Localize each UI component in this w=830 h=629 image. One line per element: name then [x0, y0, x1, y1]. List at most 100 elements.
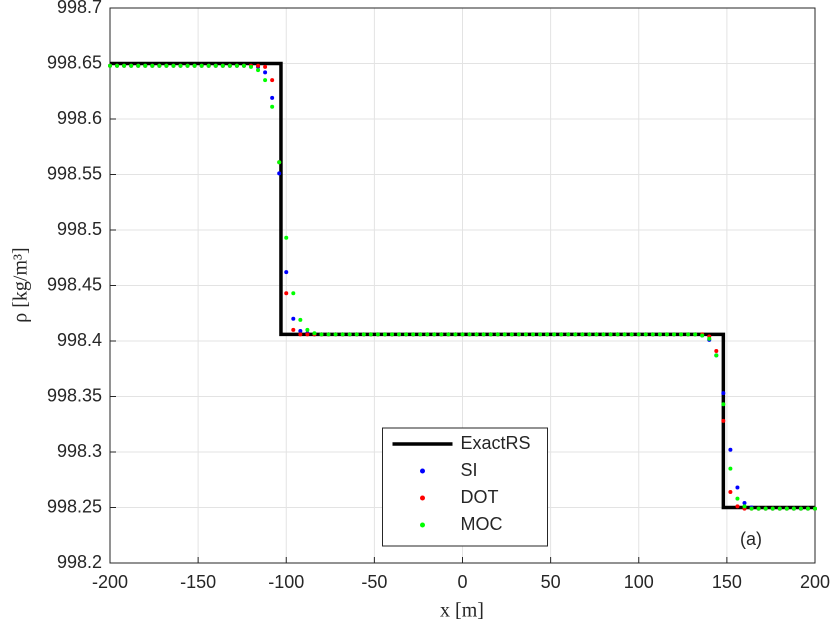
x-tick-label: -50 — [361, 572, 387, 592]
data-point — [108, 63, 112, 68]
data-point — [270, 78, 275, 83]
data-point — [249, 64, 253, 69]
data-point — [735, 504, 740, 509]
data-point — [523, 332, 528, 337]
data-point — [263, 64, 268, 69]
y-tick-label: 998.55 — [47, 163, 102, 183]
data-point — [608, 332, 613, 337]
y-tick-label: 998.3 — [57, 441, 102, 461]
data-point — [707, 336, 712, 341]
data-point — [481, 332, 486, 337]
data-point — [693, 332, 698, 337]
data-point — [178, 63, 183, 68]
data-point — [587, 332, 592, 337]
data-point — [798, 506, 803, 511]
data-point — [270, 104, 275, 109]
data-point — [721, 402, 726, 407]
data-point — [502, 332, 507, 337]
data-point — [291, 327, 296, 332]
data-point — [488, 332, 493, 337]
x-tick-label: -200 — [92, 572, 128, 592]
data-point — [545, 332, 550, 337]
data-point — [813, 506, 817, 511]
data-point — [397, 332, 402, 337]
data-point — [206, 63, 211, 68]
plot-frame — [109, 7, 816, 564]
data-point — [629, 332, 634, 337]
data-point — [636, 332, 641, 337]
data-point — [256, 68, 261, 73]
data-point — [714, 353, 719, 358]
data-point — [164, 63, 169, 68]
data-point — [368, 332, 373, 337]
data-point — [700, 333, 705, 338]
legend-marker — [420, 522, 425, 528]
data-point — [643, 332, 648, 337]
data-point — [115, 63, 120, 68]
data-point — [735, 485, 740, 490]
data-point — [354, 332, 359, 337]
data-point — [446, 332, 451, 337]
data-point — [263, 70, 268, 75]
data-point — [474, 332, 479, 337]
y-tick-label: 998.35 — [47, 385, 102, 405]
data-point — [763, 506, 768, 511]
data-point — [340, 332, 345, 337]
data-point — [143, 63, 148, 68]
data-point — [382, 332, 387, 337]
data-point — [284, 291, 289, 296]
data-point — [679, 332, 684, 337]
data-point — [777, 506, 782, 511]
data-point — [509, 332, 514, 337]
data-point — [319, 332, 324, 337]
data-point — [721, 418, 726, 423]
data-point — [234, 63, 239, 68]
data-point — [805, 506, 810, 511]
x-tick-label: 200 — [800, 572, 830, 592]
data-point — [122, 63, 127, 68]
data-point — [672, 332, 676, 337]
data-point — [538, 332, 543, 337]
data-point — [347, 332, 352, 337]
data-point — [601, 332, 606, 337]
data-point — [735, 496, 740, 501]
data-point — [298, 317, 303, 322]
y-tick-label: 998.45 — [47, 274, 102, 294]
data-point — [756, 506, 761, 511]
data-point — [728, 466, 733, 471]
data-point — [791, 506, 796, 511]
data-point — [312, 331, 317, 336]
data-point — [199, 63, 204, 68]
data-point — [566, 332, 571, 337]
y-tick-label: 998.2 — [57, 552, 102, 572]
data-point — [742, 501, 747, 506]
x-tick-label: -100 — [268, 572, 304, 592]
data-point — [404, 332, 409, 337]
data-point — [516, 332, 521, 337]
y-tick-label: 998.4 — [57, 330, 102, 350]
data-point — [284, 270, 289, 275]
data-point — [749, 506, 754, 511]
x-tick-label: 100 — [624, 572, 654, 592]
data-point — [270, 95, 275, 100]
data-point — [291, 291, 296, 296]
y-tick-label: 998.65 — [47, 52, 102, 72]
legend-marker — [420, 468, 425, 474]
data-point — [686, 332, 691, 337]
legend-label: DOT — [461, 487, 499, 507]
data-point — [714, 348, 719, 353]
data-point — [615, 332, 620, 337]
data-point — [305, 332, 310, 337]
data-point — [361, 332, 366, 337]
x-tick-label: 0 — [457, 572, 467, 592]
data-point — [728, 447, 733, 452]
data-point — [559, 332, 564, 337]
data-point — [185, 63, 190, 68]
x-tick-label: -150 — [180, 572, 216, 592]
x-axis-label: x [m] — [440, 600, 484, 622]
data-point — [552, 332, 557, 337]
data-point — [418, 332, 423, 337]
legend-label: SI — [461, 460, 478, 480]
